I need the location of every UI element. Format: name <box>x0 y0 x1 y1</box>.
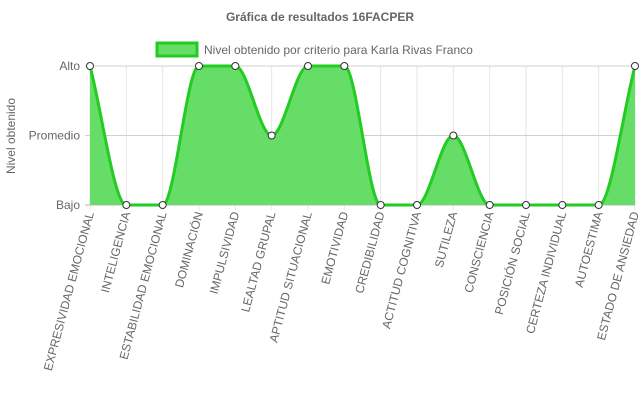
data-point[interactable] <box>86 62 94 70</box>
data-points <box>86 62 639 209</box>
data-point[interactable] <box>158 201 167 209</box>
x-tick-label: CREDIBILIDAD <box>352 210 387 295</box>
x-tick-label: AUTOESTIMA <box>572 210 606 289</box>
data-point[interactable] <box>122 201 131 209</box>
data-point[interactable] <box>304 62 312 70</box>
y-axis-label: Nivel obtenido <box>4 98 18 174</box>
data-point[interactable] <box>376 201 385 209</box>
series-area <box>88 64 637 207</box>
x-tick-label: EXPRESIVIDAD EMOCIONAL <box>41 210 97 372</box>
series-line <box>88 64 637 207</box>
data-point[interactable] <box>413 201 421 209</box>
y-tick-label: Bajo <box>56 198 80 212</box>
data-point[interactable] <box>449 131 458 140</box>
legend-label: Nivel obtenido por criterio para Karla R… <box>204 43 473 57</box>
y-tick-label: Promedio <box>29 129 81 143</box>
x-tick-label: POSICIÓN SOCIAL <box>491 210 533 317</box>
legend-swatch <box>155 41 199 58</box>
x-tick-label: CONSCIENCIA <box>461 210 496 294</box>
data-point[interactable] <box>231 62 240 70</box>
x-tick-label: ACTITUD COGNITIVA <box>379 210 424 330</box>
data-point[interactable] <box>522 201 530 209</box>
y-tick-labels: Bajo Promedio Alto <box>29 59 81 212</box>
x-tick-label: DOMINACIÓN <box>171 210 206 289</box>
data-point[interactable] <box>195 62 203 70</box>
data-point[interactable] <box>267 131 276 140</box>
data-point[interactable] <box>485 201 494 209</box>
data-point[interactable] <box>558 201 567 209</box>
data-point[interactable] <box>340 62 349 70</box>
data-point[interactable] <box>631 62 639 70</box>
x-tick-label: SUTILEZA <box>432 210 460 269</box>
x-tick-label: INTELIGENCIA <box>98 210 133 294</box>
x-tick-labels: EXPRESIVIDAD EMOCIONAL INTELIGENCIAESTABI… <box>41 210 639 373</box>
legend[interactable]: Nivel obtenido por criterio para Karla R… <box>155 41 473 58</box>
chart-title: Gráfica de resultados 16FACPER <box>226 10 414 24</box>
x-tick-label: CERTEZA INDIVIDUAL <box>523 210 569 335</box>
x-tick-label: IMPULSIVIDAD <box>207 210 243 296</box>
y-tick-label: Alto <box>59 59 80 73</box>
data-point[interactable] <box>594 201 603 209</box>
x-tick-label: EMOTIVIDAD <box>318 210 351 286</box>
x-tick-label: LEALTAD GRUPAL <box>238 210 278 314</box>
